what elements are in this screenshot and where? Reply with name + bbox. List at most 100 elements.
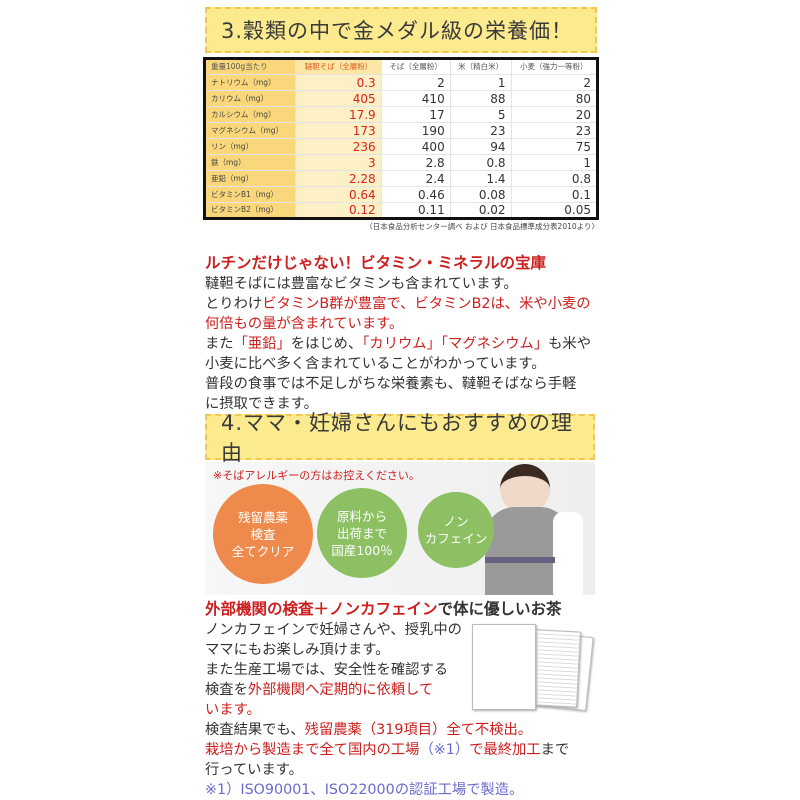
text-line: ママにもお楽しみ頂けます。 xyxy=(205,640,600,660)
text-segment: で最終加工 xyxy=(469,742,541,758)
heading-segment: で体に優しいお茶 xyxy=(437,600,562,618)
table-cell: 410 xyxy=(380,90,451,107)
table-row: リン（mg） 236 400 94 75 xyxy=(203,138,599,155)
table-cell: 1.4 xyxy=(449,170,512,187)
table-cell: 80 xyxy=(510,90,599,107)
nutrition-table: 重量100g当たり 韃靼そば（全層粉） そば（全層粉） 米（精白米） 小麦（強力一等粉）… xyxy=(203,57,599,220)
table-cell: 405 xyxy=(295,90,382,107)
table-cell: 236 xyxy=(295,138,382,155)
table-cell: 75 xyxy=(510,138,599,155)
table-header: そば（全層粉） xyxy=(380,58,451,75)
table-cell: 173 xyxy=(295,122,382,139)
text-segment: とりわけ xyxy=(205,296,263,312)
text-line: また生産工場では、安全性を確認する xyxy=(205,660,600,680)
nutrition-table-wrap: 重量100g当たり 韃靼そば（全層粉） そば（全層粉） 米（精白米） 小麦（強力一等粉）… xyxy=(203,57,599,232)
table-header-row: 重量100g当たり 韃靼そば（全層粉） そば（全層粉） 米（精白米） 小麦（強力一等粉） xyxy=(203,58,599,75)
table-cell: 1 xyxy=(449,74,512,91)
text-segment: ママにもお楽しみ頂けます。 xyxy=(205,642,390,658)
text-segment: まで xyxy=(540,742,570,758)
feature-circle: ノン カフェイン xyxy=(418,492,494,568)
text-segment: 「カリウム」「マグネシウム」 xyxy=(362,336,549,352)
nutrient-label: 亜鉛（mg） xyxy=(203,170,297,187)
table-row: ビタミンB2（mg） 0.12 0.11 0.02 0.05 xyxy=(203,202,599,219)
text-segment: 検査結果でも、 xyxy=(205,722,305,738)
table-cell: 0.12 xyxy=(295,202,382,219)
section3-body: 韃靼そばには豊富なビタミンも含まれています。 とりわけビタミンB群が豊富で、ビタミ… xyxy=(205,274,605,414)
text-line: 検査結果でも、残留農薬（319項目）全て不検出。 xyxy=(205,720,600,740)
table-cell: 0.1 xyxy=(510,186,599,203)
section3-heading: ルチンだけじゃない！ビタミン・ミネラルの宝庫 xyxy=(205,254,547,272)
text-segment: 栽培から製造まで全て国内の工場 xyxy=(205,742,420,758)
pregnant-woman-image xyxy=(475,462,595,595)
table-header: 米（精白米） xyxy=(449,58,512,75)
table-row: マグネシウム（mg） 173 190 23 23 xyxy=(203,122,599,139)
text-segment: も米や xyxy=(548,336,592,352)
text-line: 検査を外部機関へ定期的に依頼して xyxy=(205,680,600,700)
table-cell: 0.8 xyxy=(510,170,599,187)
table-row: カリウム（mg） 405 410 88 80 xyxy=(203,90,599,107)
text-line: います。 xyxy=(205,700,600,720)
table-cell: 94 xyxy=(449,138,512,155)
text-line: 行っています。 xyxy=(205,760,600,780)
table-cell: 0.3 xyxy=(295,74,382,91)
table-cell: 17 xyxy=(380,106,451,123)
nutrient-label: ビタミンB2（mg） xyxy=(203,202,297,219)
heading-segment: 外部機関の検査＋ノンカフェイン xyxy=(205,600,438,618)
text-line: 何倍もの量が含まれています。 xyxy=(205,314,605,334)
text-segment: います。 xyxy=(205,702,261,718)
feature-circle: 原料から 出荷まで 国産100％ xyxy=(317,488,407,578)
table-cell: 5 xyxy=(449,106,512,123)
table-cell: 20 xyxy=(510,106,599,123)
nutrient-label: カルシウム（mg） xyxy=(203,106,297,123)
table-cell: 0.05 xyxy=(510,202,599,219)
text-line: 小麦に比べ多く含まれていることがわかっています。 xyxy=(205,354,605,374)
nutrient-label: カリウム（mg） xyxy=(203,90,297,107)
text-segment: 普段の食事では不足しがちな栄養素も、韃靼そばなら手軽 xyxy=(205,376,577,392)
text-segment: また生産工場では、安全性を確認する xyxy=(205,662,449,678)
text-line: 普段の食事では不足しがちな栄養素も、韃靼そばなら手軽 xyxy=(205,374,605,394)
table-cell: 23 xyxy=(449,122,512,139)
table-row: 鉄（mg） 3 2.8 0.8 1 xyxy=(203,154,599,171)
section3-title: 3.穀類の中で金メダル級の栄養価！ xyxy=(205,7,597,53)
nutrient-label: マグネシウム（mg） xyxy=(203,122,297,139)
text-segment: ※1）ISO90001、ISO22000の認証工場で製造。 xyxy=(205,782,524,798)
table-row: ビタミンB1（mg） 0.64 0.46 0.08 0.1 xyxy=(203,186,599,203)
table-cell: 400 xyxy=(380,138,451,155)
nutrient-label: 鉄（mg） xyxy=(203,154,297,171)
text-segment: 何倍もの量が含まれています。 xyxy=(205,316,404,332)
text-segment: 「亜鉛」 xyxy=(233,336,291,352)
table-row: カルシウム（mg） 17.9 17 5 20 xyxy=(203,106,599,123)
table-cell: 0.11 xyxy=(380,202,451,219)
table-row: 亜鉛（mg） 2.28 2.4 1.4 0.8 xyxy=(203,170,599,187)
table-cell: 0.02 xyxy=(449,202,512,219)
text-segment: 残留農薬（319項目）全て不検出。 xyxy=(304,722,533,738)
table-header: 小麦（強力一等粉） xyxy=(510,58,599,75)
table-source: 〈日本食品分析センター調べ および 日本食品標準成分表2010より〉 xyxy=(365,222,599,231)
text-segment: また xyxy=(205,336,234,352)
table-cell: 2.4 xyxy=(380,170,451,187)
section4-title: 4.ママ・妊婦さんにもおすすめの理由 xyxy=(205,411,595,465)
table-header: 韃靼そば（全層粉） xyxy=(295,58,382,75)
table-cell: 88 xyxy=(449,90,512,107)
table-cell: 17.9 xyxy=(295,106,382,123)
pregnant-woman-banner: ※そばアレルギーの方はお控えください。 残留農薬 検査 全てクリア 原料から 出荷… xyxy=(205,462,595,595)
feature-circle: 残留農薬 検査 全てクリア xyxy=(213,484,313,584)
text-segment: をはじめ、 xyxy=(290,336,363,352)
table-cell: 2.28 xyxy=(295,170,382,187)
text-line: ※1）ISO90001、ISO22000の認証工場で製造。 xyxy=(205,780,600,800)
inspection-report-image xyxy=(472,624,600,716)
table-cell: 23 xyxy=(510,122,599,139)
table-row: ナトリウム（mg） 0.3 2 1 2 xyxy=(203,74,599,91)
text-segment: 韃靼そばには豊富なビタミンも含まれています。 xyxy=(205,276,518,292)
nutrient-label: リン（mg） xyxy=(203,138,297,155)
text-segment: 外部機関へ定期的に依頼して xyxy=(247,682,434,698)
table-cell: 2 xyxy=(510,74,599,91)
text-segment: ビタミンB群が豊富で、ビタミンB2は、米や小麦の xyxy=(262,296,591,312)
table-cell: 2.8 xyxy=(380,154,451,171)
text-line: また「亜鉛」をはじめ、「カリウム」「マグネシウム」も米や xyxy=(205,334,605,354)
section4-body: ノンカフェインで妊婦さんや、授乳中の ママにもお楽しみ頂けます。 また生産工場では、… xyxy=(205,620,600,800)
text-line: とりわけビタミンB群が豊富で、ビタミンB2は、米や小麦の xyxy=(205,294,605,314)
text-segment: 検査を xyxy=(205,682,248,698)
text-line: 韃靼そばには豊富なビタミンも含まれています。 xyxy=(205,274,605,294)
table-cell: 2 xyxy=(380,74,451,91)
